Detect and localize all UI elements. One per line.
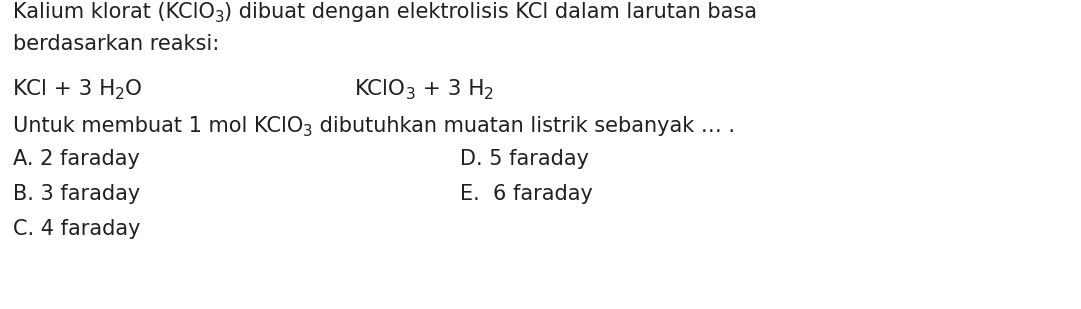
Text: E.  6 faraday: E. 6 faraday [461, 184, 592, 204]
Text: A. 2 faraday: A. 2 faraday [13, 149, 139, 169]
Text: C. 4 faraday: C. 4 faraday [13, 219, 141, 239]
Text: B. 3 faraday: B. 3 faraday [13, 184, 141, 204]
Text: D. 5 faraday: D. 5 faraday [461, 149, 589, 169]
Text: Kalium klorat (KClO: Kalium klorat (KClO [13, 2, 215, 22]
Text: KCl + 3 H: KCl + 3 H [13, 79, 116, 99]
Text: 3: 3 [304, 124, 312, 139]
Text: dibutuhkan muatan listrik sebanyak … .: dibutuhkan muatan listrik sebanyak … . [312, 116, 735, 136]
Text: 2: 2 [116, 87, 125, 102]
Text: ) dibuat dengan elektrolisis KCl dalam larutan basa: ) dibuat dengan elektrolisis KCl dalam l… [225, 2, 758, 22]
Text: 2: 2 [484, 87, 494, 102]
Text: 3: 3 [405, 87, 415, 102]
Text: KClO: KClO [355, 79, 405, 99]
Text: O: O [125, 79, 142, 99]
Text: Untuk membuat 1 mol KClO: Untuk membuat 1 mol KClO [13, 116, 304, 136]
Text: berdasarkan reaksi:: berdasarkan reaksi: [13, 34, 219, 54]
Text: + 3 H: + 3 H [415, 79, 484, 99]
Text: 3: 3 [215, 10, 225, 25]
